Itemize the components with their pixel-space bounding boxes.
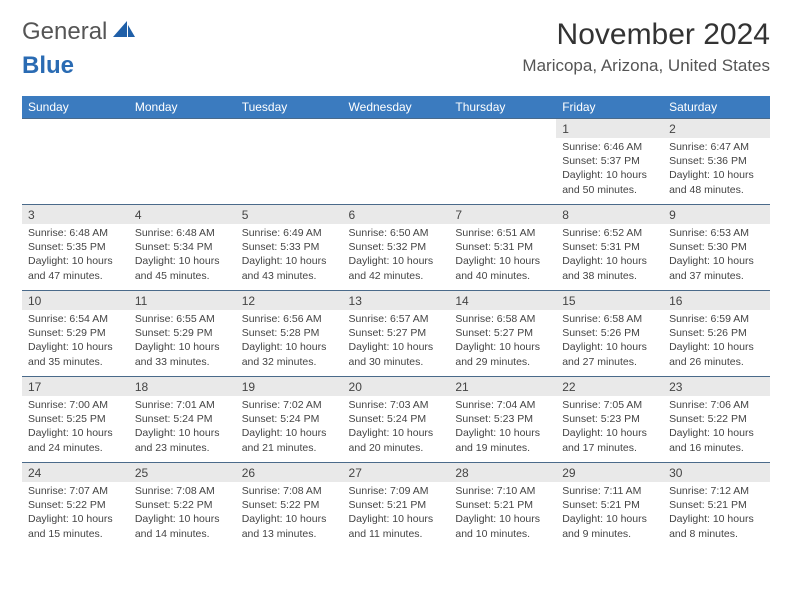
day-content-cell bbox=[129, 138, 236, 205]
day-content-cell: Sunrise: 7:10 AMSunset: 5:21 PMDaylight:… bbox=[449, 482, 556, 548]
day-content-cell: Sunrise: 7:09 AMSunset: 5:21 PMDaylight:… bbox=[343, 482, 450, 548]
day-content-row: Sunrise: 7:07 AMSunset: 5:22 PMDaylight:… bbox=[22, 482, 770, 548]
day-content-row: Sunrise: 6:48 AMSunset: 5:35 PMDaylight:… bbox=[22, 224, 770, 291]
weekday-header: Sunday bbox=[22, 96, 129, 119]
day-content-cell: Sunrise: 7:07 AMSunset: 5:22 PMDaylight:… bbox=[22, 482, 129, 548]
day-content-cell: Sunrise: 7:01 AMSunset: 5:24 PMDaylight:… bbox=[129, 396, 236, 463]
day-number-cell: 15 bbox=[556, 291, 663, 311]
weekday-header: Thursday bbox=[449, 96, 556, 119]
day-number-cell: 20 bbox=[343, 377, 450, 397]
day-number-cell: 24 bbox=[22, 463, 129, 483]
day-content-cell: Sunrise: 6:46 AMSunset: 5:37 PMDaylight:… bbox=[556, 138, 663, 205]
day-number-cell: 22 bbox=[556, 377, 663, 397]
day-number-cell: 17 bbox=[22, 377, 129, 397]
day-content-cell bbox=[22, 138, 129, 205]
day-number-cell: 8 bbox=[556, 205, 663, 225]
day-content-cell: Sunrise: 7:11 AMSunset: 5:21 PMDaylight:… bbox=[556, 482, 663, 548]
day-content-cell: Sunrise: 7:08 AMSunset: 5:22 PMDaylight:… bbox=[129, 482, 236, 548]
day-number-cell: 27 bbox=[343, 463, 450, 483]
day-number-cell: 19 bbox=[236, 377, 343, 397]
day-number-cell bbox=[343, 119, 450, 139]
day-number-cell: 4 bbox=[129, 205, 236, 225]
day-number-cell: 12 bbox=[236, 291, 343, 311]
day-content-cell: Sunrise: 6:48 AMSunset: 5:34 PMDaylight:… bbox=[129, 224, 236, 291]
location-subtitle: Maricopa, Arizona, United States bbox=[522, 56, 770, 76]
day-number-cell bbox=[22, 119, 129, 139]
day-number-row: 12 bbox=[22, 119, 770, 139]
day-number-cell: 29 bbox=[556, 463, 663, 483]
month-title: November 2024 bbox=[522, 18, 770, 52]
day-number-cell: 18 bbox=[129, 377, 236, 397]
day-content-cell bbox=[343, 138, 450, 205]
day-number-cell: 11 bbox=[129, 291, 236, 311]
weekday-header: Tuesday bbox=[236, 96, 343, 119]
day-number-cell: 1 bbox=[556, 119, 663, 139]
day-content-cell: Sunrise: 6:58 AMSunset: 5:27 PMDaylight:… bbox=[449, 310, 556, 377]
day-number-row: 10111213141516 bbox=[22, 291, 770, 311]
day-content-cell: Sunrise: 7:03 AMSunset: 5:24 PMDaylight:… bbox=[343, 396, 450, 463]
day-number-cell: 21 bbox=[449, 377, 556, 397]
day-content-cell: Sunrise: 7:05 AMSunset: 5:23 PMDaylight:… bbox=[556, 396, 663, 463]
day-number-cell: 23 bbox=[663, 377, 770, 397]
day-content-cell: Sunrise: 6:55 AMSunset: 5:29 PMDaylight:… bbox=[129, 310, 236, 377]
day-number-cell: 2 bbox=[663, 119, 770, 139]
day-content-cell: Sunrise: 6:50 AMSunset: 5:32 PMDaylight:… bbox=[343, 224, 450, 291]
day-number-cell: 5 bbox=[236, 205, 343, 225]
weekday-header: Wednesday bbox=[343, 96, 450, 119]
day-number-row: 17181920212223 bbox=[22, 377, 770, 397]
day-number-cell: 30 bbox=[663, 463, 770, 483]
day-content-cell: Sunrise: 6:53 AMSunset: 5:30 PMDaylight:… bbox=[663, 224, 770, 291]
day-content-cell: Sunrise: 6:52 AMSunset: 5:31 PMDaylight:… bbox=[556, 224, 663, 291]
weekday-header: Saturday bbox=[663, 96, 770, 119]
day-number-cell: 16 bbox=[663, 291, 770, 311]
day-content-cell: Sunrise: 6:59 AMSunset: 5:26 PMDaylight:… bbox=[663, 310, 770, 377]
day-number-cell: 7 bbox=[449, 205, 556, 225]
day-content-cell: Sunrise: 7:02 AMSunset: 5:24 PMDaylight:… bbox=[236, 396, 343, 463]
brand-sail-icon bbox=[113, 18, 135, 46]
day-content-row: Sunrise: 7:00 AMSunset: 5:25 PMDaylight:… bbox=[22, 396, 770, 463]
day-number-cell: 10 bbox=[22, 291, 129, 311]
day-content-cell: Sunrise: 6:48 AMSunset: 5:35 PMDaylight:… bbox=[22, 224, 129, 291]
day-number-cell: 6 bbox=[343, 205, 450, 225]
day-number-cell: 13 bbox=[343, 291, 450, 311]
day-content-cell: Sunrise: 7:12 AMSunset: 5:21 PMDaylight:… bbox=[663, 482, 770, 548]
day-number-cell: 14 bbox=[449, 291, 556, 311]
logo-text-1: General bbox=[22, 18, 107, 46]
day-content-row: Sunrise: 6:46 AMSunset: 5:37 PMDaylight:… bbox=[22, 138, 770, 205]
day-content-cell: Sunrise: 6:51 AMSunset: 5:31 PMDaylight:… bbox=[449, 224, 556, 291]
day-number-cell: 3 bbox=[22, 205, 129, 225]
day-content-cell bbox=[449, 138, 556, 205]
day-content-cell: Sunrise: 6:56 AMSunset: 5:28 PMDaylight:… bbox=[236, 310, 343, 377]
day-content-cell: Sunrise: 6:54 AMSunset: 5:29 PMDaylight:… bbox=[22, 310, 129, 377]
day-number-cell: 26 bbox=[236, 463, 343, 483]
day-content-cell: Sunrise: 6:47 AMSunset: 5:36 PMDaylight:… bbox=[663, 138, 770, 205]
day-content-cell: Sunrise: 7:04 AMSunset: 5:23 PMDaylight:… bbox=[449, 396, 556, 463]
weekday-header-row: SundayMondayTuesdayWednesdayThursdayFrid… bbox=[22, 96, 770, 119]
day-number-row: 3456789 bbox=[22, 205, 770, 225]
day-number-cell: 28 bbox=[449, 463, 556, 483]
weekday-header: Friday bbox=[556, 96, 663, 119]
calendar-table: SundayMondayTuesdayWednesdayThursdayFrid… bbox=[22, 96, 770, 548]
day-content-cell: Sunrise: 7:06 AMSunset: 5:22 PMDaylight:… bbox=[663, 396, 770, 463]
day-content-cell: Sunrise: 7:08 AMSunset: 5:22 PMDaylight:… bbox=[236, 482, 343, 548]
day-content-cell bbox=[236, 138, 343, 205]
weekday-header: Monday bbox=[129, 96, 236, 119]
day-number-cell: 25 bbox=[129, 463, 236, 483]
logo: General bbox=[22, 18, 137, 46]
logo-text-2: Blue bbox=[22, 52, 74, 80]
day-content-cell: Sunrise: 6:57 AMSunset: 5:27 PMDaylight:… bbox=[343, 310, 450, 377]
day-number-cell bbox=[449, 119, 556, 139]
day-number-row: 24252627282930 bbox=[22, 463, 770, 483]
day-number-cell bbox=[129, 119, 236, 139]
title-block: November 2024 Maricopa, Arizona, United … bbox=[522, 18, 770, 76]
day-number-cell bbox=[236, 119, 343, 139]
day-content-cell: Sunrise: 6:49 AMSunset: 5:33 PMDaylight:… bbox=[236, 224, 343, 291]
day-number-cell: 9 bbox=[663, 205, 770, 225]
day-content-cell: Sunrise: 6:58 AMSunset: 5:26 PMDaylight:… bbox=[556, 310, 663, 377]
day-content-cell: Sunrise: 7:00 AMSunset: 5:25 PMDaylight:… bbox=[22, 396, 129, 463]
day-content-row: Sunrise: 6:54 AMSunset: 5:29 PMDaylight:… bbox=[22, 310, 770, 377]
